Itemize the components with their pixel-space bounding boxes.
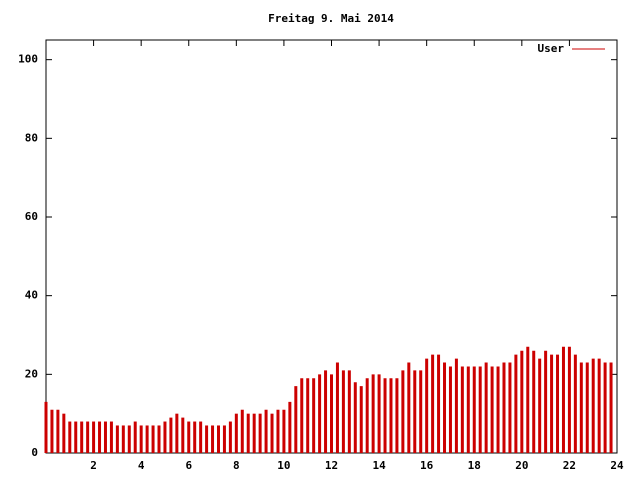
x-tick-label: 18 — [468, 459, 481, 472]
legend-label: User — [538, 42, 565, 55]
x-tick-label: 6 — [185, 459, 192, 472]
y-tick-label: 100 — [18, 53, 38, 66]
x-tick-label: 2 — [90, 459, 97, 472]
y-tick-label: 40 — [25, 289, 38, 302]
y-tick-label: 0 — [31, 446, 38, 459]
x-tick-label: 10 — [277, 459, 290, 472]
x-tick-label: 8 — [233, 459, 240, 472]
x-tick-label: 4 — [138, 459, 145, 472]
y-tick-label: 20 — [25, 367, 38, 380]
chart-title: Freitag 9. Mai 2014 — [268, 12, 394, 25]
x-tick-label: 16 — [420, 459, 434, 472]
x-tick-label: 24 — [610, 459, 624, 472]
x-tick-label: 14 — [372, 459, 386, 472]
x-tick-label: 22 — [563, 459, 576, 472]
y-tick-label: 60 — [25, 210, 38, 223]
x-tick-label: 20 — [515, 459, 528, 472]
y-tick-label: 80 — [25, 131, 38, 144]
x-tick-label: 12 — [325, 459, 338, 472]
